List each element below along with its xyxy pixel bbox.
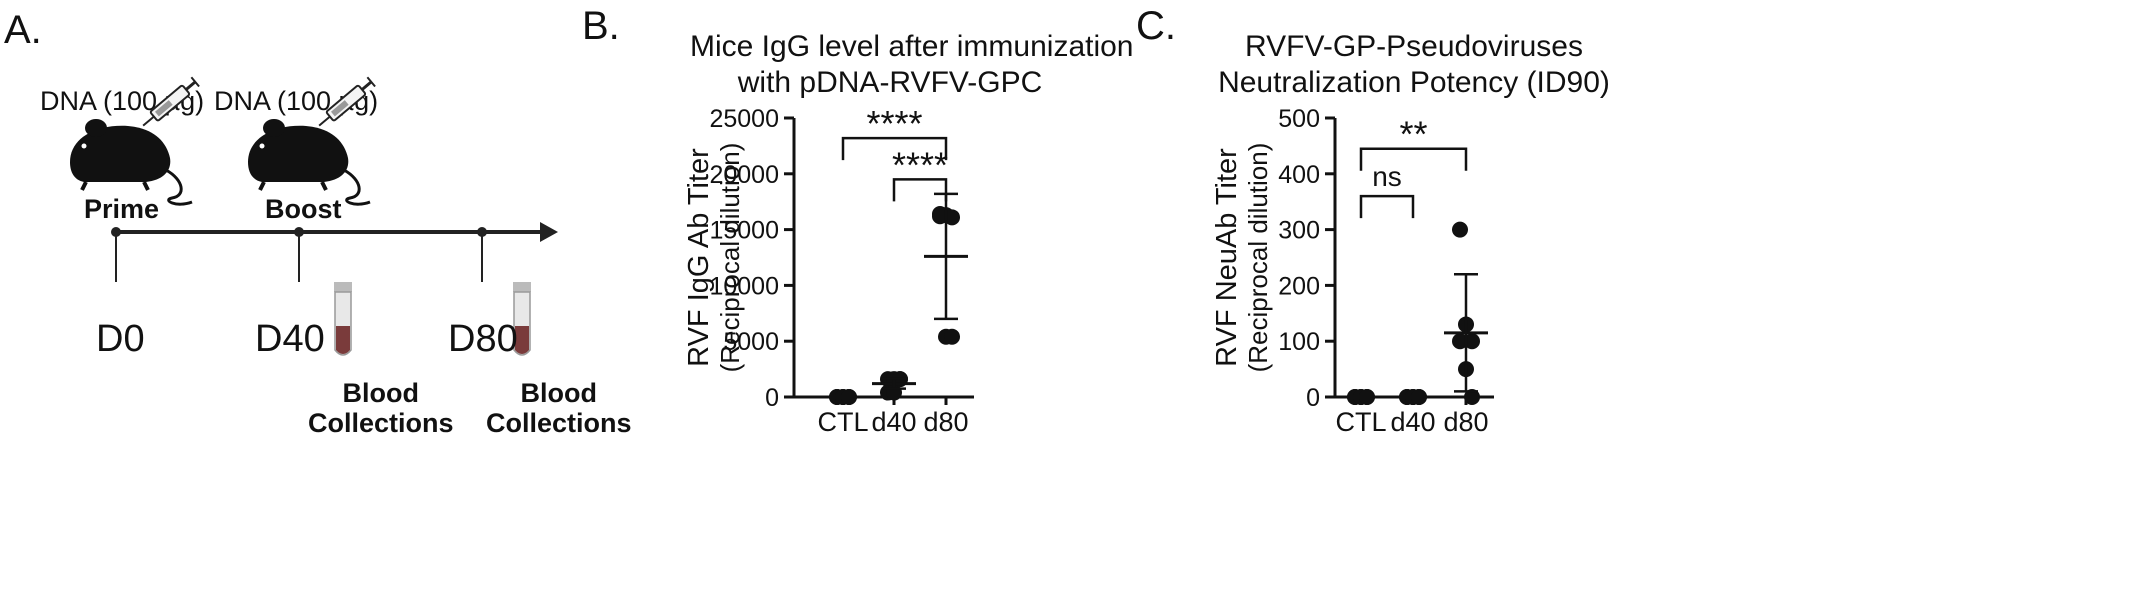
y-tick-label: 15000 [709, 217, 779, 245]
mouse-icon [70, 119, 193, 206]
blood-collection-label-1: Blood Collections [308, 378, 454, 438]
data-point [944, 328, 960, 345]
chart-b-title: Mice IgG level after immunization with p… [690, 30, 1134, 99]
blood-tube-icon [513, 282, 531, 356]
mouse-icon [248, 119, 371, 206]
y-tick-label: 0 [765, 384, 779, 412]
x-tick-label: CTL [817, 407, 868, 437]
y-axis-label: RVF IgG Ab Titer [683, 148, 715, 367]
panel-a-letter: A. [4, 8, 42, 52]
arrow-icon [540, 222, 558, 242]
day-label-d40: D40 [255, 318, 325, 360]
x-tick-label: d40 [871, 407, 916, 437]
data-point [1452, 333, 1468, 350]
y-tick-label: 100 [1278, 328, 1320, 356]
blood-collection-label-2: Blood Collections [486, 378, 632, 438]
data-point [932, 205, 948, 222]
data-point [1464, 333, 1480, 350]
y-tick-label: 500 [1278, 105, 1320, 133]
prime-label: Prime [84, 194, 160, 224]
x-tick-label: d80 [923, 407, 968, 437]
x-tick-label: d80 [1443, 407, 1488, 437]
significance-bracket [892, 178, 948, 202]
y-axis-label-unit: (Reciprocal dilution) [715, 143, 745, 373]
syringe-icon [142, 76, 200, 127]
x-tick-label: CTL [1335, 407, 1386, 437]
chart-c-title: RVFV-GP-Pseudoviruses Neutralization Pot… [1218, 30, 1610, 99]
significance-bracket [1359, 194, 1415, 219]
significance-label: **** [892, 144, 948, 185]
day-label-d80: D80 [448, 318, 518, 360]
chart-c: 0 100 200 300 400 500 CTL d40 d80 RVF NeuAb Titer… [1211, 105, 1494, 437]
significance-label: **** [866, 103, 922, 144]
syringe-icon [318, 76, 376, 127]
y-axis-label: RVF NeuAb Titer [1211, 148, 1243, 367]
data-point [944, 209, 960, 226]
chart-b: 0 5000 10000 15000 20000 25000 CTL d40 d80 RVF Ig… [683, 103, 974, 437]
significance-bracket [841, 136, 948, 161]
day-label-d0: D0 [96, 318, 145, 360]
y-tick-label: 5000 [723, 328, 779, 356]
data-point [1464, 389, 1480, 405]
significance-bracket [1359, 147, 1468, 171]
blood-tube-icon [334, 282, 352, 356]
immunization-timeline [70, 76, 558, 356]
y-tick-label: 200 [1278, 272, 1320, 300]
significance-label: ** [1399, 114, 1427, 155]
boost-label: Boost [265, 194, 342, 224]
y-tick-label: 25000 [709, 105, 779, 133]
y-axis-label-unit: (Reciprocal dilution) [1243, 143, 1273, 373]
panel-c-letter: C. [1136, 4, 1176, 48]
significance-label: ns [1372, 161, 1402, 192]
y-tick-label: 400 [1278, 161, 1320, 189]
panel-b-letter: B. [582, 4, 620, 48]
x-tick-label: d40 [1390, 407, 1435, 437]
data-point [1452, 221, 1468, 238]
y-tick-label: 0 [1306, 384, 1320, 412]
y-tick-label: 300 [1278, 217, 1320, 245]
y-tick-label: 20000 [709, 161, 779, 189]
y-tick-label: 10000 [709, 272, 779, 300]
